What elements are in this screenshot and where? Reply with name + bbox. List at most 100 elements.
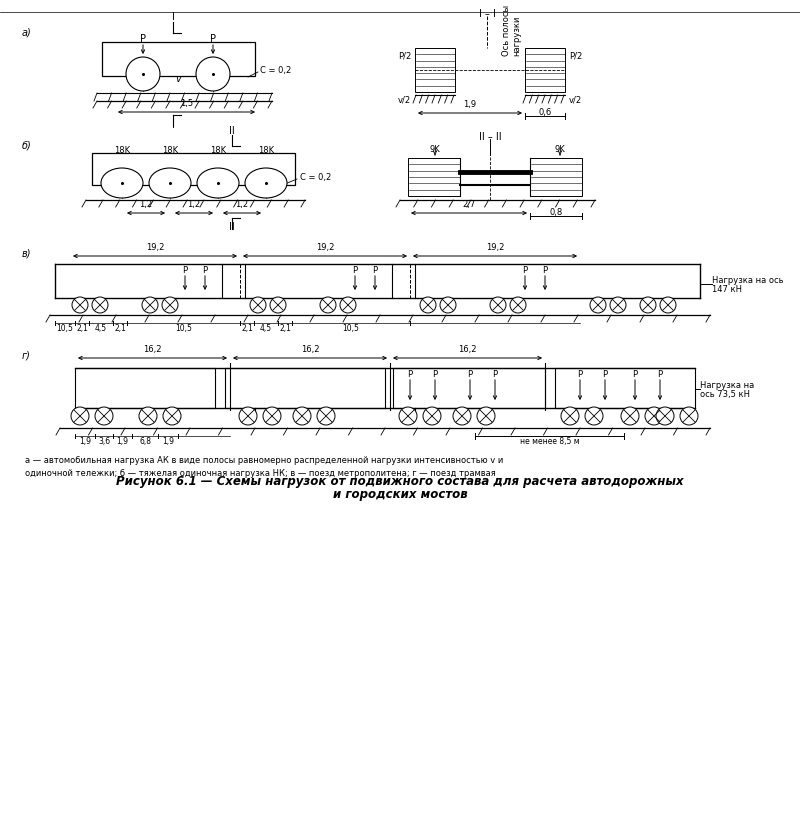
- Circle shape: [320, 297, 336, 313]
- Circle shape: [139, 407, 157, 425]
- Text: Нагрузка на: Нагрузка на: [700, 380, 754, 389]
- Circle shape: [239, 407, 257, 425]
- Text: 16,2: 16,2: [143, 345, 162, 354]
- Text: 1,2: 1,2: [139, 200, 153, 209]
- Text: P: P: [373, 266, 378, 275]
- Ellipse shape: [245, 168, 287, 198]
- Bar: [415, 48, 455, 92]
- Text: 4,5: 4,5: [95, 323, 107, 332]
- Bar: [525, 48, 565, 92]
- Text: P: P: [202, 266, 207, 275]
- Text: 10,5: 10,5: [57, 323, 74, 332]
- Text: а — автомобильная нагрузка АК в виде полосы равномерно распределенной нагрузки и: а — автомобильная нагрузка АК в виде пол…: [25, 456, 503, 477]
- Text: 19,2: 19,2: [316, 243, 334, 252]
- Text: P/2: P/2: [398, 52, 411, 61]
- Text: v/2: v/2: [398, 95, 411, 105]
- Text: P: P: [210, 34, 216, 44]
- Text: 6,8: 6,8: [139, 436, 151, 445]
- Text: не менее 8,5 м: не менее 8,5 м: [520, 436, 579, 445]
- Circle shape: [640, 297, 656, 313]
- Text: 10,5: 10,5: [342, 323, 359, 332]
- Circle shape: [420, 297, 436, 313]
- Text: P: P: [182, 266, 187, 275]
- Text: v: v: [175, 74, 181, 84]
- Text: P: P: [353, 266, 358, 275]
- Text: C = 0,2: C = 0,2: [260, 66, 291, 75]
- Text: II – II: II – II: [478, 132, 502, 142]
- Text: Нагрузка на ось: Нагрузка на ось: [712, 276, 783, 285]
- Circle shape: [477, 407, 495, 425]
- Bar: [75, 368, 215, 408]
- Text: 1,9: 1,9: [463, 100, 477, 109]
- Ellipse shape: [101, 168, 143, 198]
- Text: P/2: P/2: [569, 52, 582, 61]
- Text: 1,9: 1,9: [117, 436, 129, 445]
- Text: 4,5: 4,5: [260, 323, 272, 332]
- Circle shape: [590, 297, 606, 313]
- Text: P: P: [493, 370, 498, 379]
- Bar: [555, 368, 695, 408]
- Text: P: P: [578, 370, 582, 379]
- Circle shape: [293, 407, 311, 425]
- Text: C = 0,2: C = 0,2: [300, 173, 331, 182]
- Text: 2,1: 2,1: [114, 323, 126, 332]
- Circle shape: [510, 297, 526, 313]
- Circle shape: [142, 297, 158, 313]
- Text: 1,5: 1,5: [180, 99, 193, 108]
- Circle shape: [162, 297, 178, 313]
- Text: 1,2: 1,2: [235, 200, 249, 209]
- Circle shape: [340, 297, 356, 313]
- Text: 18K: 18K: [162, 146, 178, 155]
- Text: 19,2: 19,2: [146, 243, 164, 252]
- Circle shape: [440, 297, 456, 313]
- Bar: [408, 158, 460, 196]
- Text: I: I: [171, 12, 174, 22]
- Text: P: P: [407, 370, 413, 379]
- Text: I – I: I – I: [478, 9, 495, 19]
- Text: 18K: 18K: [258, 146, 274, 155]
- Text: 2,7: 2,7: [462, 200, 476, 209]
- Ellipse shape: [197, 168, 239, 198]
- Circle shape: [490, 297, 506, 313]
- Text: ось 73,5 кН: ось 73,5 кН: [700, 389, 750, 398]
- Circle shape: [610, 297, 626, 313]
- Text: 2,1: 2,1: [76, 323, 88, 332]
- Circle shape: [680, 407, 698, 425]
- Bar: [92, 153, 295, 185]
- Text: 18K: 18K: [114, 146, 130, 155]
- Circle shape: [317, 407, 335, 425]
- Text: P: P: [433, 370, 438, 379]
- Circle shape: [72, 297, 88, 313]
- Bar: [225, 368, 385, 408]
- Text: 10,5: 10,5: [175, 323, 192, 332]
- Bar: [393, 368, 545, 408]
- Text: в): в): [22, 248, 31, 258]
- Circle shape: [656, 407, 674, 425]
- Text: 1,2: 1,2: [187, 200, 201, 209]
- Text: 2,1: 2,1: [241, 323, 253, 332]
- Text: 0,8: 0,8: [550, 207, 562, 216]
- Circle shape: [423, 407, 441, 425]
- Text: 18K: 18K: [210, 146, 226, 155]
- Text: I: I: [171, 120, 174, 130]
- Circle shape: [621, 407, 639, 425]
- Circle shape: [126, 57, 160, 91]
- Text: P: P: [633, 370, 638, 379]
- Circle shape: [92, 297, 108, 313]
- Text: P: P: [467, 370, 473, 379]
- Text: P: P: [522, 266, 527, 275]
- Text: 9K: 9K: [554, 145, 566, 154]
- Text: P: P: [602, 370, 607, 379]
- Circle shape: [95, 407, 113, 425]
- Circle shape: [585, 407, 603, 425]
- Text: 3,6: 3,6: [98, 436, 110, 445]
- Text: 9K: 9K: [430, 145, 440, 154]
- Text: 2,1: 2,1: [279, 323, 291, 332]
- Text: 1,9: 1,9: [79, 436, 91, 445]
- Bar: [530, 158, 582, 196]
- Circle shape: [163, 407, 181, 425]
- Circle shape: [263, 407, 281, 425]
- Bar: [102, 42, 255, 76]
- Text: P: P: [658, 370, 662, 379]
- Circle shape: [71, 407, 89, 425]
